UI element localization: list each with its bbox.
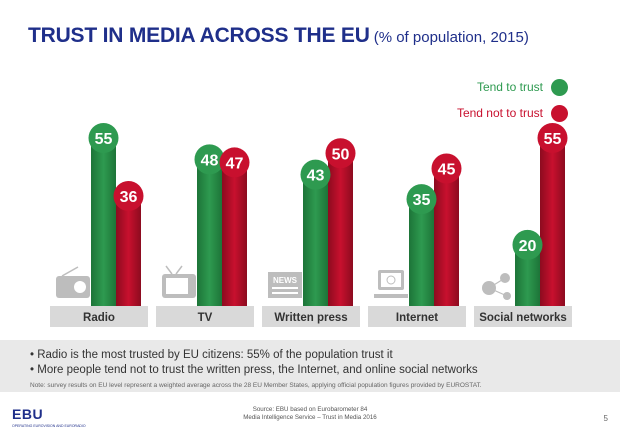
- data-label-not-trust-bubble: [431, 153, 462, 184]
- summary-bullets: • Radio is the most trusted by EU citize…: [30, 348, 478, 378]
- newspaper-icon-text: NEWS: [273, 276, 298, 285]
- category-label-box: [368, 306, 466, 327]
- data-label-not-trust: 47: [226, 155, 244, 172]
- newspaper-line: [272, 287, 298, 289]
- data-label-trust: 55: [95, 131, 113, 148]
- bar-not-trust: [116, 196, 141, 306]
- bar-not-trust: [328, 153, 353, 306]
- summary-band: [0, 340, 620, 392]
- data-label-trust-bubble: [194, 144, 225, 175]
- data-label-trust-bubble: [88, 123, 119, 153]
- tv-antenna-left: [165, 265, 173, 275]
- logo-tagline: OPERATING EUROVISION AND EURORADIO: [12, 424, 86, 428]
- category-label: Internet: [396, 312, 438, 324]
- data-label-not-trust-bubble: [537, 123, 568, 153]
- bar-not-trust: [434, 168, 459, 306]
- category-label: Written press: [274, 312, 347, 324]
- bar-trust: [197, 159, 222, 306]
- bullet-item: • More people tend not to trust the writ…: [30, 364, 478, 376]
- bullet-item: • Radio is the most trusted by EU citize…: [30, 349, 393, 361]
- legend-item-not-trust: Tend not to trust: [457, 100, 568, 126]
- chart-title-block: TRUST IN MEDIA ACROSS THE EU (% of popula…: [28, 24, 529, 48]
- category-label-box: [156, 306, 254, 327]
- data-label-not-trust: 55: [544, 131, 562, 148]
- category-label-box: [50, 306, 148, 327]
- social-link: [488, 287, 508, 297]
- data-label-not-trust-bubble: [219, 147, 250, 178]
- data-label-not-trust: 45: [438, 162, 456, 179]
- bar-not-trust: [540, 138, 565, 306]
- legend-item-trust: Tend to trust: [457, 74, 568, 100]
- logo-text: EBU: [12, 406, 44, 422]
- footnote: Note: survey results on EU level represe…: [30, 382, 482, 389]
- data-label-not-trust: 50: [332, 146, 350, 163]
- social-link: [488, 277, 506, 289]
- bar-trust: [91, 138, 116, 306]
- bar-chart: 55 36 Radio 48 47 TV NEWS 50 43 Written press 45 35…: [50, 123, 572, 327]
- data-label-trust-bubble: [300, 159, 331, 190]
- data-label-not-trust: 36: [120, 189, 138, 206]
- chart-title: TRUST IN MEDIA ACROSS THE EU: [28, 24, 370, 47]
- legend: Tend to trust Tend not to trust: [457, 74, 568, 126]
- legend-dot-not-trust: [551, 104, 568, 122]
- bar-trust: [303, 174, 328, 306]
- bar-not-trust: [222, 162, 247, 306]
- data-label-trust: 20: [519, 238, 537, 255]
- ebu-logo: EBU OPERATING EUROVISION AND EURORADIO: [12, 406, 86, 428]
- newspaper-line: [272, 292, 298, 294]
- page-number: 5: [603, 414, 608, 423]
- data-label-trust: 48: [201, 152, 219, 169]
- computer-keyboard: [374, 294, 408, 298]
- category-label: TV: [198, 312, 213, 324]
- tv-antenna-right: [175, 265, 183, 275]
- legend-label-trust: Tend to trust: [476, 80, 543, 94]
- radio-antenna: [61, 266, 79, 277]
- chart-subtitle: (% of population, 2015): [373, 29, 529, 46]
- data-label-not-trust-bubble: [325, 138, 356, 169]
- data-label-trust-bubble: [512, 229, 543, 260]
- data-label-trust: 43: [307, 168, 325, 185]
- category-label-box: [474, 306, 572, 327]
- tv-screen: [166, 278, 188, 294]
- category-label: Social networks: [479, 312, 567, 324]
- source-text: Source: EBU based on Eurobarometer 84 Me…: [243, 406, 377, 421]
- legend-dot-trust: [551, 78, 568, 96]
- data-label-trust: 35: [413, 192, 431, 209]
- category-label-box: [262, 306, 360, 327]
- data-label-not-trust-bubble: [113, 181, 144, 212]
- bar-trust: [409, 199, 434, 306]
- computer-screen: [381, 273, 401, 287]
- legend-label-not-trust: Tend not to trust: [456, 106, 543, 120]
- data-label-trust-bubble: [406, 184, 437, 215]
- globe-mark: [386, 275, 396, 285]
- category-label: Radio: [83, 312, 115, 324]
- radio-speaker: [74, 281, 86, 293]
